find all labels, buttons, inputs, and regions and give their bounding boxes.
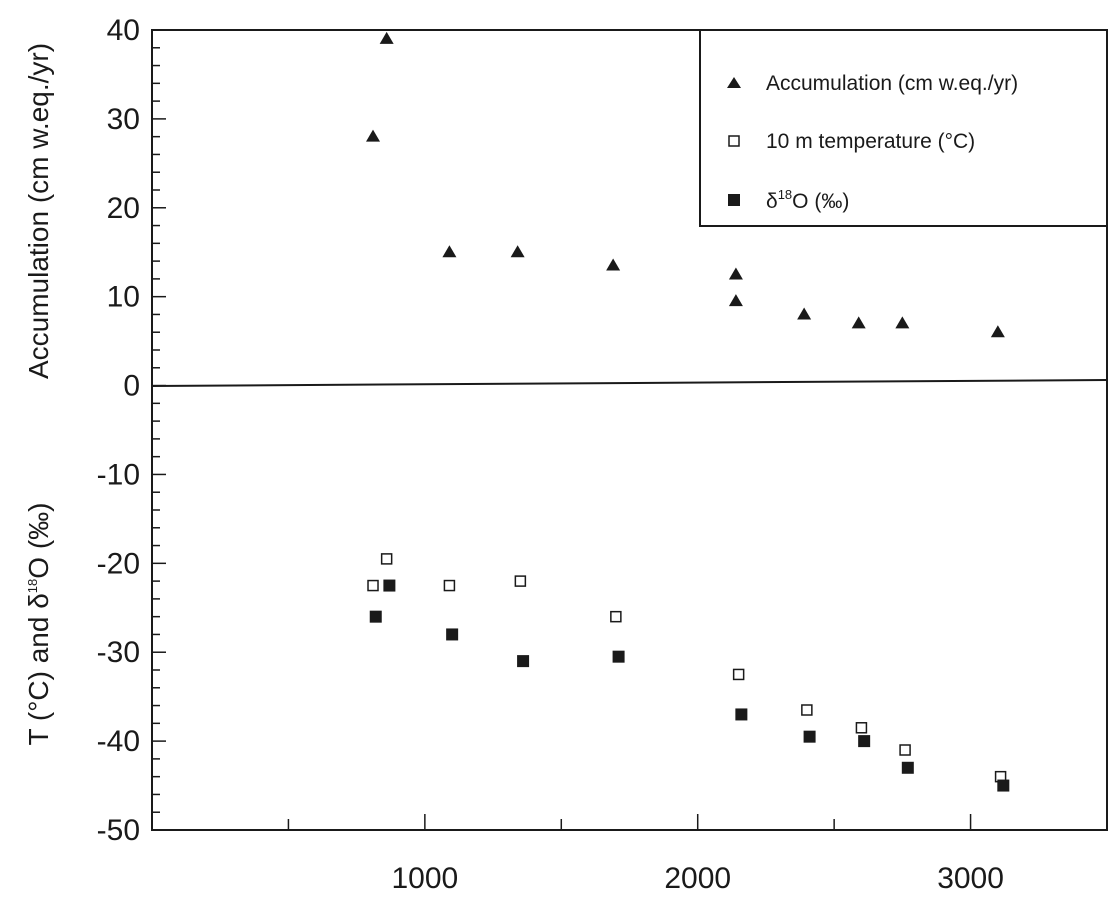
y-label-lower-sup: 18 xyxy=(25,579,40,593)
data-points xyxy=(366,31,1010,792)
d18o-point xyxy=(446,628,459,641)
accumulation-point xyxy=(990,325,1005,338)
legend-d18o-suffix: O (‰) xyxy=(792,190,849,213)
legend-label-d18o: δ18O (‰) xyxy=(766,187,849,213)
x-axis-tick-labels: 1000 2000 3000 xyxy=(391,862,1003,895)
accumulation-point xyxy=(510,245,525,258)
y-tick-label: 30 xyxy=(107,103,140,136)
temperature-point xyxy=(380,553,393,565)
x-axis-ticks xyxy=(287,814,972,830)
accumulation-point xyxy=(379,31,394,44)
temperature-point xyxy=(514,575,527,587)
temperature-point xyxy=(610,610,622,623)
zero-line xyxy=(151,379,1108,387)
accumulation-point xyxy=(442,245,457,258)
legend-d18o-sup: 18 xyxy=(778,187,792,202)
legend-d18o-prefix: δ xyxy=(766,190,778,213)
temperature-point xyxy=(855,722,868,734)
legend-marker-d18o xyxy=(728,194,740,206)
d18o-point xyxy=(612,650,625,663)
y-axis-tick-labels: 40 30 20 10 0 -10 -20 -30 -40 -50 xyxy=(97,14,140,847)
accumulation-point xyxy=(851,316,866,329)
accumulation-point xyxy=(728,267,743,280)
d18o-point xyxy=(803,730,816,743)
accumulation-point xyxy=(895,316,910,329)
y-tick-label: 20 xyxy=(107,192,140,225)
y-tick-label: 0 xyxy=(123,370,140,403)
accumulation-point xyxy=(797,307,812,320)
temperature-point xyxy=(443,579,456,592)
y-axis-label-upper: Accumulation (cm w.eq./yr) xyxy=(23,43,54,379)
temperature-point xyxy=(367,579,379,592)
legend-marker-temperature xyxy=(728,135,740,147)
y-tick-label: -20 xyxy=(97,547,140,580)
legend-label-temperature: 10 m temperature (°C) xyxy=(766,130,975,153)
y-tick-label: -50 xyxy=(97,814,140,847)
y-tick-label: 40 xyxy=(107,14,140,47)
accumulation-point xyxy=(366,129,381,142)
d18o-point xyxy=(369,610,382,623)
d18o-point xyxy=(735,708,748,721)
d18o-point xyxy=(517,655,530,668)
x-tick-label: 3000 xyxy=(937,862,1004,895)
legend-marker-accumulation xyxy=(727,77,741,88)
temperature-point xyxy=(899,744,911,756)
d18o-point xyxy=(997,779,1010,792)
y-tick-label: -10 xyxy=(97,458,140,491)
y-label-lower-prefix: T (°C) and δ xyxy=(23,593,54,745)
legend: Accumulation (cm w.eq./yr) 10 m temperat… xyxy=(699,29,1108,227)
y-tick-label: -30 xyxy=(97,636,140,669)
d18o-point xyxy=(901,761,914,774)
d18o-point xyxy=(383,579,396,592)
plot-frame xyxy=(151,29,1108,831)
accumulation-point xyxy=(728,294,743,307)
temperature-point xyxy=(732,668,745,681)
x-tick-label: 1000 xyxy=(391,862,458,895)
legend-label-accumulation: Accumulation (cm w.eq./yr) xyxy=(766,72,1018,95)
temperature-point xyxy=(801,704,813,716)
y-tick-label: 10 xyxy=(107,281,140,314)
y-axis-label-lower: T (°C) and δ18O (‰) xyxy=(23,503,54,746)
y-label-lower-suffix: O (‰) xyxy=(23,503,54,579)
x-tick-label: 2000 xyxy=(664,862,731,895)
y-tick-label: -40 xyxy=(97,725,140,758)
d18o-point xyxy=(858,735,871,748)
accumulation-point xyxy=(606,258,621,271)
y-axis-ticks xyxy=(152,29,166,831)
legend-box xyxy=(699,29,1108,227)
